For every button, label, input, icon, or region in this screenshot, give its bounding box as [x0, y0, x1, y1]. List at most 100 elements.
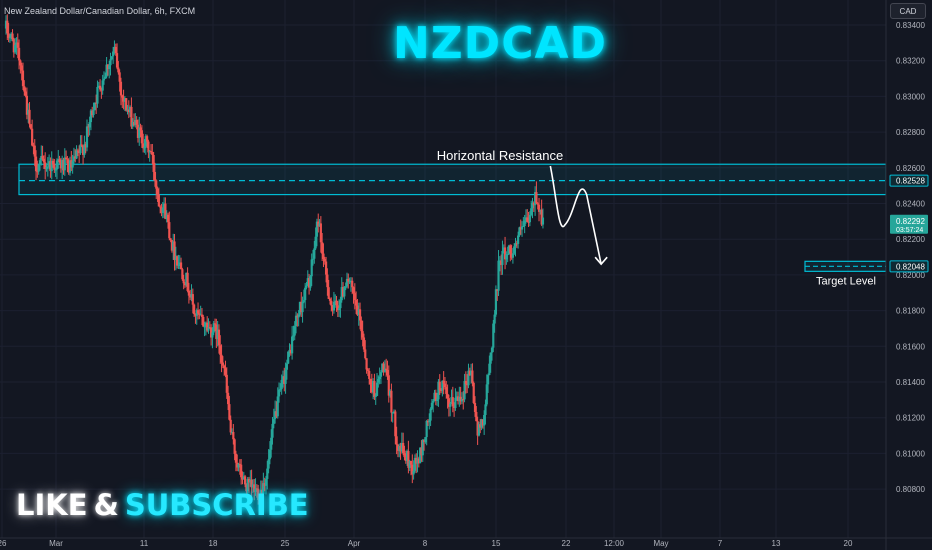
candle: [123, 96, 126, 112]
candle-body: [503, 247, 507, 260]
candle: [145, 134, 149, 149]
candle-body: [395, 436, 398, 445]
price-tick-label: 0.81000: [896, 449, 925, 458]
time-axis[interactable]: 26 Mar 11 18 25 Apr 8 15 22 12:00 May 7 13 20: [0, 537, 932, 548]
candle: [263, 477, 266, 492]
candle: [398, 443, 401, 458]
candle: [53, 158, 56, 173]
candle: [230, 428, 234, 435]
candle-body: [291, 336, 294, 354]
candle: [21, 62, 25, 91]
candle: [540, 199, 543, 227]
candle: [327, 279, 330, 300]
candle-body: [377, 379, 380, 383]
candle-body: [292, 335, 295, 337]
candle: [475, 406, 478, 422]
candle: [379, 370, 383, 384]
candle: [241, 471, 244, 485]
candle: [187, 282, 191, 304]
candle-body: [379, 372, 383, 377]
candles-layer: [4, 14, 545, 505]
candle-body: [455, 396, 458, 398]
time-tick-label: 22: [562, 539, 571, 548]
candle-body: [105, 64, 108, 77]
candle-body: [93, 102, 96, 111]
candle: [480, 418, 483, 431]
candle: [343, 286, 346, 300]
candle: [464, 371, 467, 394]
candle: [455, 391, 458, 401]
candle: [185, 272, 188, 287]
candle: [336, 300, 339, 318]
candle-body: [181, 269, 184, 280]
candle-body: [472, 382, 475, 403]
price-tick-label: 0.81400: [896, 378, 925, 387]
candle-body: [374, 395, 377, 398]
price-axis[interactable]: 0.83400 0.83200 0.83000 0.82800 0.82600 0.824…: [885, 0, 932, 550]
candle-body: [522, 226, 525, 228]
candle-body: [411, 464, 414, 475]
candle-body: [115, 53, 119, 68]
candle-body: [117, 67, 120, 73]
candle: [537, 197, 541, 222]
candle-body: [271, 423, 274, 438]
candle-body: [394, 411, 397, 437]
candle-body: [161, 207, 164, 213]
candle: [176, 255, 179, 269]
candle-body: [91, 110, 94, 116]
time-tick-label: 7: [718, 539, 723, 548]
price-tick-label: 0.83000: [896, 92, 925, 101]
candle-body: [318, 223, 321, 227]
candle: [447, 394, 450, 417]
candle-body: [476, 421, 479, 436]
candle: [84, 141, 87, 154]
candle-body: [148, 150, 151, 153]
candle: [494, 285, 498, 317]
candle-body: [113, 46, 116, 52]
candle-body: [204, 322, 207, 327]
candle-body: [203, 326, 206, 328]
candle: [293, 321, 296, 341]
candle-body: [537, 204, 541, 212]
candle: [441, 380, 444, 397]
candle-body: [451, 397, 454, 407]
candle-body: [443, 383, 447, 388]
candle-body: [355, 300, 358, 306]
candle: [127, 100, 130, 119]
currency-button[interactable]: CAD: [890, 3, 926, 19]
candle: [528, 211, 531, 227]
candle: [466, 374, 469, 394]
candle-body: [169, 238, 172, 241]
candle: [391, 412, 394, 423]
candle-body: [186, 272, 189, 291]
candle-body: [123, 98, 126, 102]
candle-body: [96, 86, 99, 104]
candle-body: [79, 144, 82, 154]
candle-body: [190, 294, 193, 298]
candle: [477, 421, 481, 437]
candle: [119, 77, 123, 106]
projection-path: [549, 165, 602, 265]
candle-body: [176, 256, 179, 266]
candle-body: [40, 155, 43, 161]
candle-body: [45, 167, 48, 169]
candle-body: [37, 164, 40, 172]
candle-body: [74, 156, 77, 159]
candle-body: [479, 424, 482, 428]
candle-body: [8, 37, 12, 39]
candle: [506, 246, 509, 263]
candle-body: [183, 283, 187, 286]
candle-body: [445, 387, 448, 394]
candle: [151, 143, 154, 165]
candle-body: [311, 258, 315, 260]
candle-body: [429, 408, 432, 421]
candle: [88, 116, 91, 136]
candle-body: [297, 314, 300, 318]
candle-body: [407, 451, 410, 468]
candle-body: [121, 95, 124, 98]
candle: [11, 29, 14, 42]
candle: [422, 439, 426, 451]
candle-body: [288, 349, 291, 352]
candle-body: [343, 287, 346, 297]
